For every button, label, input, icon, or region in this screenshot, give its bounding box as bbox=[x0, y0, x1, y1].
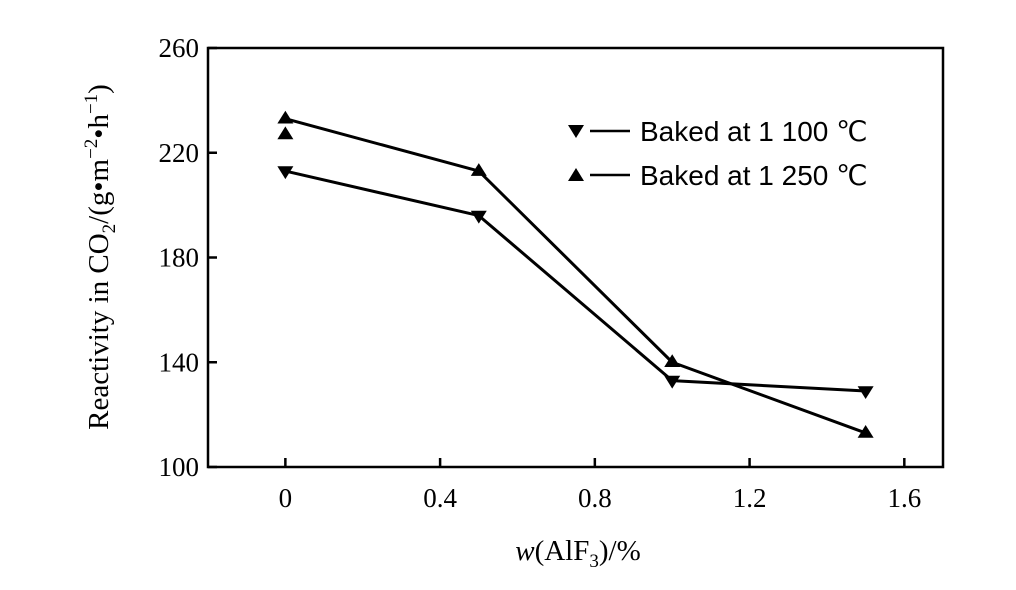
y-tick-label: 100 bbox=[159, 452, 200, 482]
legend-label-1250: Baked at 1 250 ℃ bbox=[640, 160, 868, 191]
legend-entry-1250: Baked at 1 250 ℃ bbox=[568, 160, 868, 191]
legend-marker-triangle-up bbox=[568, 168, 584, 181]
series-line-1 bbox=[284, 117, 867, 435]
y-axis-label: Reactivity in CO2/(g•m−2•h−1) bbox=[81, 84, 120, 430]
data-point-triangle-up bbox=[277, 110, 294, 124]
series-layer bbox=[277, 110, 874, 438]
x-axis-label: w(AlF3)/% bbox=[515, 535, 641, 572]
x-tick-label: 1.6 bbox=[887, 483, 921, 513]
legend-label-1100: Baked at 1 100 ℃ bbox=[640, 116, 868, 147]
data-point-triangle-up bbox=[857, 424, 874, 438]
y-tick-label: 180 bbox=[159, 243, 200, 273]
y-tick-label: 220 bbox=[159, 138, 200, 168]
x-axis-ticks: 0 0.4 0.8 1.2 1.6 bbox=[279, 458, 921, 513]
data-point-triangle-down bbox=[277, 166, 294, 180]
legend: Baked at 1 100 ℃ Baked at 1 250 ℃ bbox=[568, 116, 868, 191]
data-point-triangle-down bbox=[664, 375, 681, 389]
y-tick-label: 260 bbox=[159, 33, 200, 63]
x-tick-label: 0 bbox=[279, 483, 293, 513]
y-tick-label: 140 bbox=[159, 347, 200, 377]
plot-frame bbox=[206, 46, 945, 469]
data-point-triangle-up bbox=[277, 126, 294, 140]
x-tick-label: 0.8 bbox=[578, 483, 612, 513]
x-tick-label: 0.4 bbox=[423, 483, 457, 513]
y-axis-ticks: 100 140 180 220 260 bbox=[159, 33, 217, 482]
data-point-triangle-up bbox=[470, 163, 487, 176]
series-line-0 bbox=[285, 169, 866, 393]
data-point-triangle-down bbox=[470, 210, 487, 224]
legend-entry-1100: Baked at 1 100 ℃ bbox=[568, 116, 868, 147]
legend-marker-triangle-down bbox=[568, 125, 584, 138]
data-point-triangle-up bbox=[664, 354, 681, 368]
x-tick-label: 1.2 bbox=[733, 483, 767, 513]
data-point-triangle-down bbox=[857, 386, 874, 400]
